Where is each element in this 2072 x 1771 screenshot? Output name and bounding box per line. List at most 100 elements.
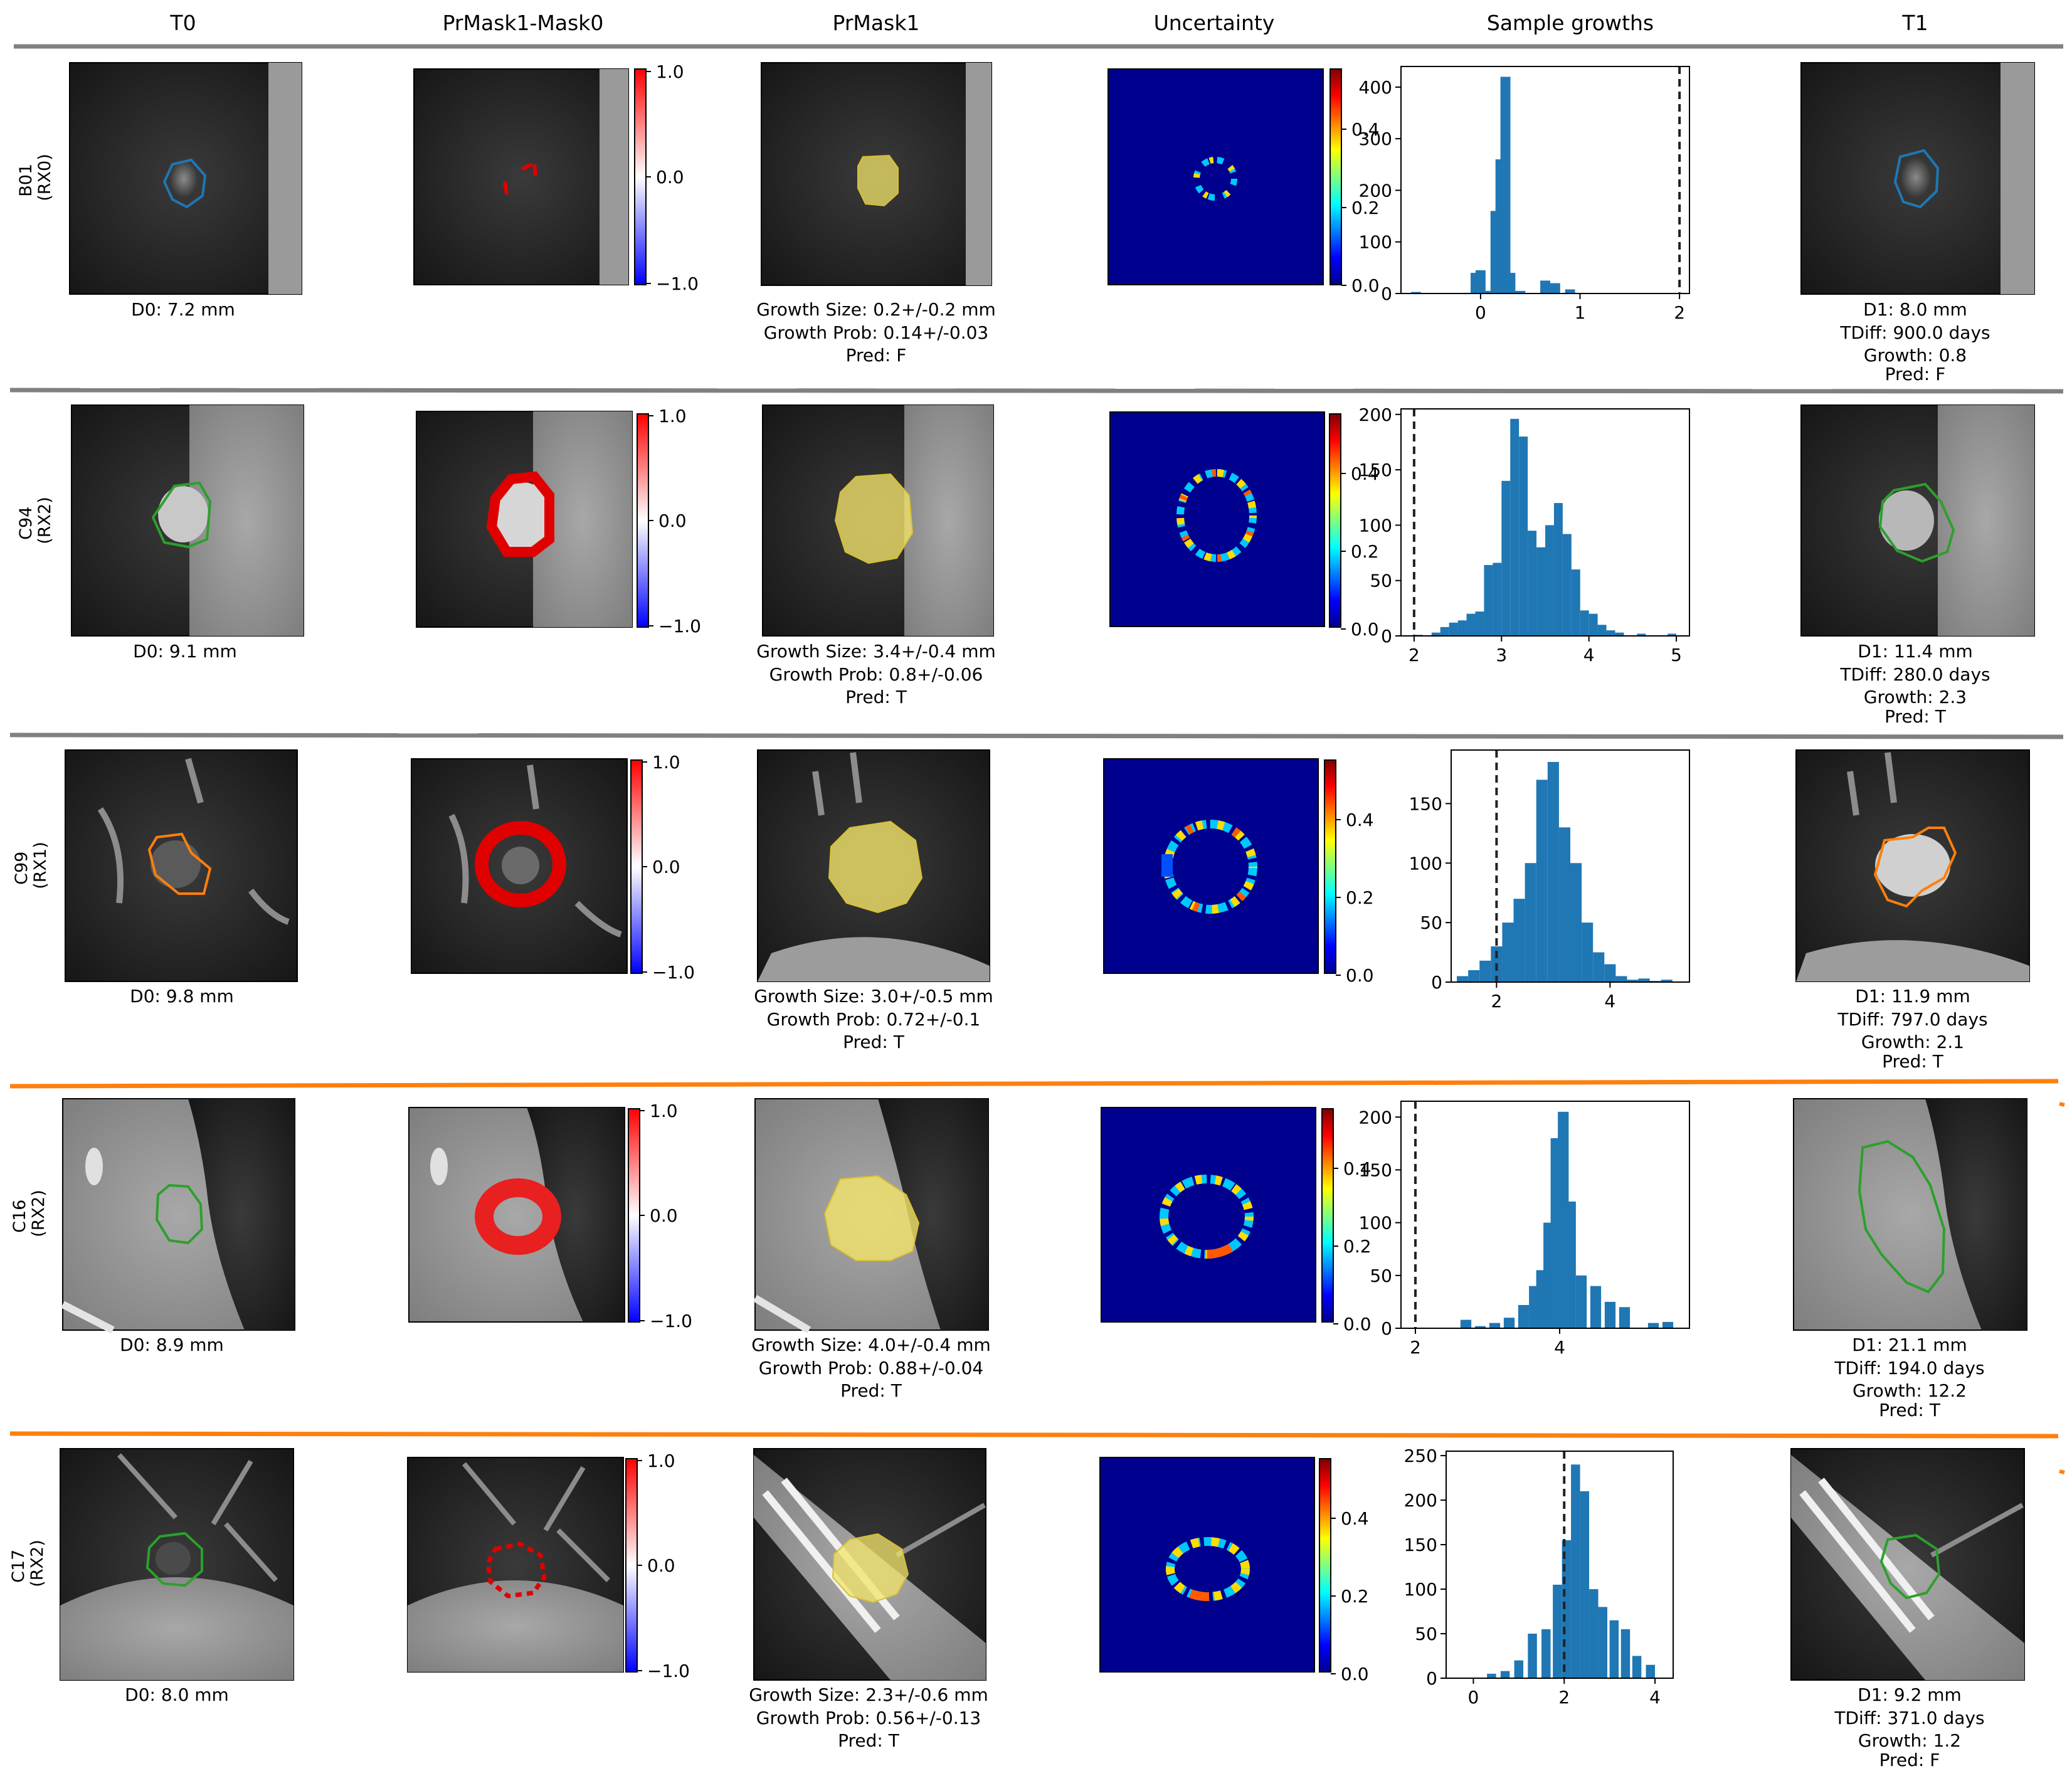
histogram-bar (1661, 980, 1673, 982)
svg-text:0.2: 0.2 (1346, 887, 1374, 908)
uncertainty-map (1109, 411, 1325, 627)
histogram-bar (1571, 1464, 1580, 1678)
x-tick-label: 0 (1468, 1687, 1479, 1708)
histogram-bar (1474, 1326, 1486, 1328)
histogram-bar (1510, 418, 1520, 636)
x-tick-label: 3 (1496, 645, 1507, 665)
svg-text:0.4: 0.4 (1351, 119, 1380, 140)
svg-text:0.4: 0.4 (1341, 1508, 1369, 1529)
histogram-bar (1547, 761, 1559, 982)
histogram-bar (1500, 1671, 1510, 1678)
row-c94: C94 (RX2) D0: 9.1 mm 1.0 0.0 −1.0 Growth… (16, 404, 2035, 727)
histogram-bar (1475, 270, 1486, 293)
row-id: C17 (RX2) (9, 1540, 47, 1587)
separator-tick-4 (2059, 1102, 2065, 1107)
y-tick-label: 50 (1415, 1624, 1437, 1644)
pred-line-2: Growth Prob: 0.56+/-0.13 (756, 1708, 981, 1728)
plot-area (1401, 66, 1689, 293)
column-headers: T0 PrMask1-Mask0 PrMask1 Uncertainty Sam… (169, 11, 1928, 35)
histogram-bar (1410, 292, 1421, 293)
x-tick-label: 2 (1409, 645, 1420, 665)
histogram-bar (1668, 633, 1677, 636)
diff-change (486, 471, 554, 557)
svg-text:0.4: 0.4 (1346, 810, 1374, 830)
y-tick-label: 300 (1359, 129, 1392, 149)
svg-text:0.0: 0.0 (1346, 965, 1374, 986)
histogram-bar (1501, 480, 1511, 636)
svg-text:0.0: 0.0 (656, 167, 684, 188)
y-tick-label: 250 (1404, 1446, 1437, 1466)
axes-frame (1400, 1101, 1690, 1329)
column-header-diff: PrMask1-Mask0 (443, 11, 604, 35)
t0-contour (151, 481, 212, 549)
histogram-bar (1528, 531, 1537, 636)
y-tick-label: 200 (1359, 180, 1392, 201)
y-tick-label: 0 (1381, 626, 1392, 647)
diff-colorbar: 1.0 0.0 −1.0 (634, 61, 699, 294)
prmask-tissue (904, 405, 993, 636)
t1-line-4: Pred: T (1884, 706, 1947, 727)
x-tick-label: 2 (1410, 1337, 1421, 1358)
svg-text:−1.0: −1.0 (650, 1311, 692, 1331)
histogram-bar (1484, 564, 1493, 636)
histogram-bar (1565, 289, 1575, 293)
svg-text:0.0: 0.0 (1351, 619, 1379, 640)
svg-text:−1.0: −1.0 (656, 273, 699, 294)
diff-change (503, 162, 537, 195)
svg-text:0.0: 0.0 (650, 1205, 678, 1226)
histogram-bar (1503, 1318, 1515, 1328)
axes-frame (1400, 66, 1690, 294)
row-separators (9, 44, 2065, 1474)
histogram-bar (1528, 1634, 1537, 1678)
t1-line-4: Pred: F (1879, 1750, 1940, 1770)
t1-line-1: D1: 8.0 mm (1863, 299, 1967, 320)
y-tick-label: 50 (1370, 1266, 1392, 1286)
histogram-bar (1518, 1304, 1530, 1328)
pred-line-3: Pred: T (838, 1730, 900, 1751)
histogram-b01: 0 1 2 0 100 200 300 400 (1359, 66, 1690, 323)
histogram-bar (1604, 964, 1616, 982)
diff-colorbar: 1.0 0.0 −1.0 (637, 406, 701, 637)
row-id: C99 (RX1) (12, 842, 50, 889)
pred-line-3: Pred: T (840, 1380, 902, 1401)
y-tick-label: 0 (1381, 283, 1392, 304)
separator-tick-5 (2059, 1469, 2065, 1474)
svg-text:1.0: 1.0 (658, 406, 687, 426)
y-tick-label: 50 (1370, 571, 1392, 591)
svg-text:0.4: 0.4 (1343, 1158, 1372, 1179)
histogram-bar (1536, 780, 1548, 982)
t0-caption: D0: 7.2 mm (131, 299, 235, 320)
prmask-mask (828, 820, 923, 914)
y-tick-label: 100 (1359, 232, 1392, 253)
histogram-bar (1637, 633, 1646, 636)
separator-row-5 (9, 1431, 2059, 1439)
prmask-mask (832, 1533, 909, 1604)
histogram-bar (1479, 960, 1491, 982)
histogram-bar (1597, 625, 1607, 636)
histogram-bar (1541, 1629, 1551, 1678)
svg-text:0.0: 0.0 (658, 510, 687, 531)
histogram-bar (1588, 613, 1598, 636)
column-header-t1: T1 (1901, 11, 1928, 35)
pred-line-1: Growth Size: 3.4+/-0.4 mm (756, 641, 996, 662)
histogram-bar (1582, 923, 1594, 982)
histogram-bar (1505, 273, 1516, 293)
histogram-bar (1619, 1307, 1631, 1328)
histogram-c99: 2 4 0 50 100 150 (1409, 749, 1690, 1012)
histogram-bar (1620, 1629, 1631, 1678)
x-tick-label: 2 (1558, 1687, 1570, 1708)
t1-contour (1873, 827, 1957, 908)
y-tick-label: 200 (1404, 1490, 1437, 1511)
svg-text:0.4: 0.4 (1351, 463, 1379, 484)
svg-text:1.0: 1.0 (650, 1101, 678, 1121)
separator-row-3 (9, 732, 2064, 739)
t1-contour (1878, 482, 1955, 563)
svg-text:0.2: 0.2 (1351, 541, 1379, 562)
pred-line-2: Growth Prob: 0.8+/-0.06 (769, 664, 983, 685)
t1-line-4: Pred: F (1885, 364, 1946, 384)
prmask-mask (834, 473, 914, 564)
x-tick-label: 2 (1674, 302, 1685, 323)
histogram-bar (1575, 1275, 1587, 1328)
histogram-c17: 0 2 4 0 50 100 150 200 250 (1404, 1446, 1674, 1708)
